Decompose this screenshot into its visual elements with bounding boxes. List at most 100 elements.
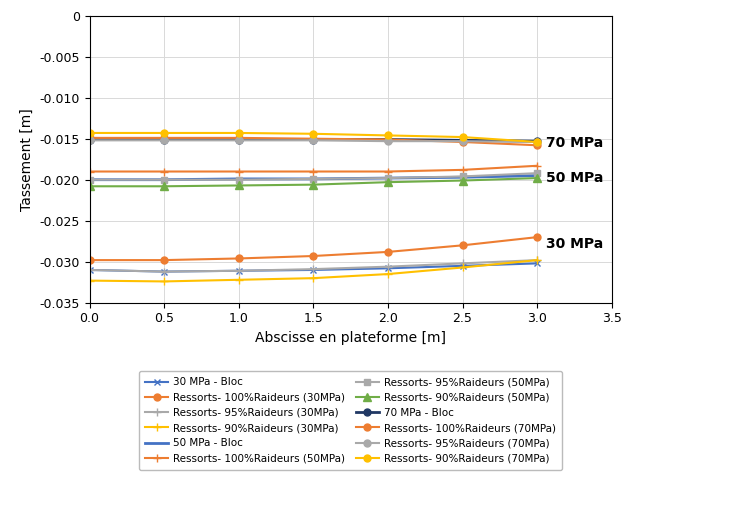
50 MPa - Bloc [234,176,243,182]
Line: Ressorts- 90%Raideurs (30MPa): Ressorts- 90%Raideurs (30MPa) [85,256,542,286]
Ressorts- 100%Raideurs (70MPa) [458,139,467,145]
Line: Ressorts- 95%Raideurs (50MPa): Ressorts- 95%Raideurs (50MPa) [86,170,541,183]
Ressorts- 95%Raideurs (30MPa) [309,266,318,272]
Ressorts- 100%Raideurs (30MPa) [383,249,392,255]
Ressorts- 95%Raideurs (70MPa) [533,139,542,145]
Ressorts- 95%Raideurs (50MPa) [383,175,392,181]
Ressorts- 95%Raideurs (30MPa) [234,268,243,274]
Ressorts- 90%Raideurs (70MPa) [458,134,467,140]
Ressorts- 100%Raideurs (70MPa) [309,136,318,142]
Ressorts- 100%Raideurs (70MPa) [234,135,243,141]
Ressorts- 95%Raideurs (30MPa) [160,268,169,275]
Ressorts- 100%Raideurs (70MPa) [85,135,94,141]
Ressorts- 90%Raideurs (50MPa) [458,177,467,184]
Ressorts- 100%Raideurs (30MPa) [160,257,169,263]
Text: 70 MPa: 70 MPa [546,136,604,150]
Line: Ressorts- 90%Raideurs (50MPa): Ressorts- 90%Raideurs (50MPa) [85,174,542,191]
30 MPa - Bloc [160,268,169,275]
70 MPa - Bloc [383,136,392,143]
Ressorts- 90%Raideurs (30MPa) [533,257,542,263]
Ressorts- 100%Raideurs (50MPa) [309,169,318,175]
Ressorts- 90%Raideurs (50MPa) [383,179,392,185]
Ressorts- 100%Raideurs (50MPa) [383,169,392,175]
50 MPa - Bloc [383,175,392,181]
70 MPa - Bloc [458,137,467,144]
Line: Ressorts- 95%Raideurs (30MPa): Ressorts- 95%Raideurs (30MPa) [85,256,542,276]
Ressorts- 100%Raideurs (70MPa) [533,142,542,148]
Ressorts- 100%Raideurs (30MPa) [234,255,243,262]
Line: 50 MPa - Bloc: 50 MPa - Bloc [90,175,537,180]
Ressorts- 90%Raideurs (30MPa) [160,278,169,284]
50 MPa - Bloc [85,176,94,183]
70 MPa - Bloc [85,136,94,143]
Line: Ressorts- 100%Raideurs (70MPa): Ressorts- 100%Raideurs (70MPa) [86,134,541,149]
Ressorts- 95%Raideurs (50MPa) [458,173,467,180]
Ressorts- 90%Raideurs (70MPa) [85,130,94,136]
Ressorts- 90%Raideurs (50MPa) [309,182,318,188]
Ressorts- 95%Raideurs (50MPa) [533,170,542,176]
Ressorts- 100%Raideurs (50MPa) [160,169,169,175]
Ressorts- 90%Raideurs (30MPa) [458,264,467,270]
Ressorts- 100%Raideurs (30MPa) [533,234,542,240]
70 MPa - Bloc [309,136,318,143]
50 MPa - Bloc [160,176,169,183]
Line: Ressorts- 100%Raideurs (50MPa): Ressorts- 100%Raideurs (50MPa) [85,162,542,176]
Ressorts- 95%Raideurs (50MPa) [160,176,169,183]
50 MPa - Bloc [458,174,467,181]
Ressorts- 100%Raideurs (30MPa) [309,253,318,259]
Line: 30 MPa - Bloc: 30 MPa - Bloc [86,260,541,275]
Ressorts- 90%Raideurs (30MPa) [85,278,94,284]
30 MPa - Bloc [533,260,542,267]
Ressorts- 95%Raideurs (50MPa) [309,176,318,182]
Ressorts- 95%Raideurs (30MPa) [85,267,94,273]
Ressorts- 90%Raideurs (30MPa) [234,277,243,283]
Ressorts- 90%Raideurs (70MPa) [533,139,542,145]
Ressorts- 90%Raideurs (70MPa) [234,130,243,136]
Text: 50 MPa: 50 MPa [546,171,604,185]
Ressorts- 95%Raideurs (50MPa) [234,176,243,183]
Ressorts- 95%Raideurs (70MPa) [160,137,169,144]
Ressorts- 100%Raideurs (70MPa) [383,136,392,143]
30 MPa - Bloc [234,268,243,274]
Ressorts- 95%Raideurs (70MPa) [383,138,392,144]
Ressorts- 90%Raideurs (70MPa) [160,130,169,136]
Ressorts- 100%Raideurs (50MPa) [458,167,467,173]
Ressorts- 90%Raideurs (50MPa) [160,183,169,189]
Line: 70 MPa - Bloc: 70 MPa - Bloc [86,136,541,145]
Ressorts- 95%Raideurs (70MPa) [458,138,467,144]
Line: Ressorts- 100%Raideurs (30MPa): Ressorts- 100%Raideurs (30MPa) [86,234,541,264]
30 MPa - Bloc [85,267,94,273]
Ressorts- 100%Raideurs (50MPa) [85,169,94,175]
Line: Ressorts- 90%Raideurs (70MPa): Ressorts- 90%Raideurs (70MPa) [86,129,541,146]
Ressorts- 95%Raideurs (50MPa) [85,176,94,183]
70 MPa - Bloc [533,138,542,144]
Ressorts- 90%Raideurs (50MPa) [85,183,94,189]
Ressorts- 90%Raideurs (30MPa) [309,275,318,281]
Ressorts- 90%Raideurs (50MPa) [533,175,542,181]
Legend: 30 MPa - Bloc, Ressorts- 100%Raideurs (30MPa), Ressorts- 95%Raideurs (30MPa), Re: 30 MPa - Bloc, Ressorts- 100%Raideurs (3… [139,371,562,470]
Line: Ressorts- 95%Raideurs (70MPa): Ressorts- 95%Raideurs (70MPa) [86,137,541,146]
Y-axis label: Tassement [m]: Tassement [m] [19,108,34,210]
30 MPa - Bloc [383,265,392,271]
Ressorts- 90%Raideurs (70MPa) [383,132,392,138]
30 MPa - Bloc [458,263,467,269]
Ressorts- 90%Raideurs (70MPa) [309,130,318,137]
Ressorts- 100%Raideurs (50MPa) [533,163,542,169]
Ressorts- 100%Raideurs (30MPa) [458,242,467,248]
Ressorts- 90%Raideurs (50MPa) [234,182,243,188]
Ressorts- 95%Raideurs (30MPa) [458,260,467,267]
50 MPa - Bloc [533,172,542,179]
70 MPa - Bloc [234,136,243,143]
70 MPa - Bloc [160,136,169,143]
X-axis label: Abscisse en plateforme [m]: Abscisse en plateforme [m] [255,331,446,345]
Ressorts- 95%Raideurs (70MPa) [309,137,318,144]
Ressorts- 95%Raideurs (30MPa) [383,264,392,270]
Ressorts- 100%Raideurs (30MPa) [85,257,94,263]
Ressorts- 100%Raideurs (50MPa) [234,169,243,175]
Ressorts- 95%Raideurs (30MPa) [533,257,542,263]
Ressorts- 100%Raideurs (70MPa) [160,135,169,141]
Text: 30 MPa: 30 MPa [546,236,604,251]
Ressorts- 95%Raideurs (70MPa) [234,137,243,144]
30 MPa - Bloc [309,267,318,273]
Ressorts- 90%Raideurs (30MPa) [383,271,392,277]
